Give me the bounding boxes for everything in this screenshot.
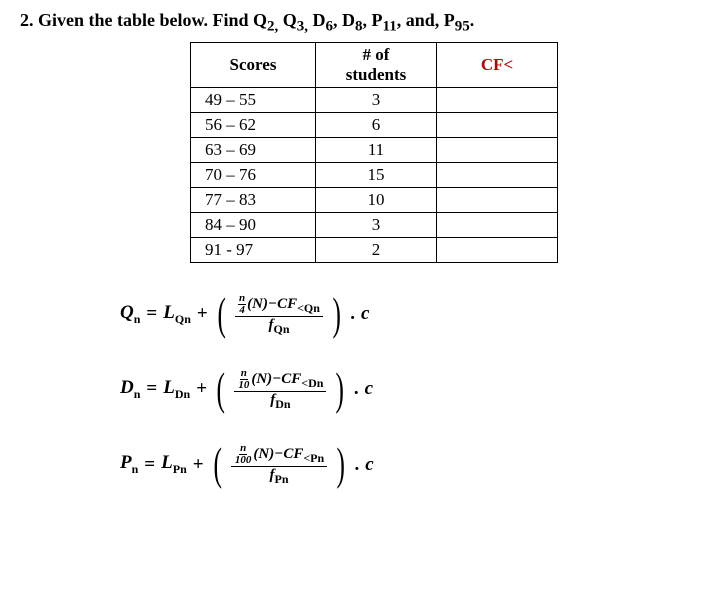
d-inner-frac: n10 <box>237 368 250 391</box>
cell-scores: 56 – 62 <box>191 112 316 137</box>
right-paren: ) <box>332 296 340 333</box>
q-L: LQn <box>163 302 191 327</box>
cell-cf <box>437 87 558 112</box>
header-num-l2: students <box>346 65 406 84</box>
right-paren: ) <box>337 446 345 483</box>
table-row: 77 – 8310 <box>191 187 558 212</box>
cell-scores: 70 – 76 <box>191 162 316 187</box>
cell-cf <box>437 237 558 262</box>
dot: . <box>355 454 360 476</box>
table-row: 49 – 553 <box>191 87 558 112</box>
cell-scores: 91 - 97 <box>191 237 316 262</box>
cell-scores: 63 – 69 <box>191 137 316 162</box>
header-num-students: # of students <box>316 42 437 87</box>
p-symbol: Pn <box>120 452 138 477</box>
cell-n: 2 <box>316 237 437 262</box>
d-c: c <box>365 378 373 400</box>
q-inner-frac: n4 <box>238 293 246 316</box>
q-fraction: n4(N)−CF<Qn fQn <box>235 293 323 336</box>
header-num-l1: # of <box>363 45 390 64</box>
p-L: LPn <box>161 452 187 477</box>
table-header-row: Scores # of students CF< <box>191 42 558 87</box>
left-paren: ( <box>216 371 224 408</box>
d-symbol: Dn <box>120 377 140 402</box>
formula-decile: Dn = LDn + ( n10(N)−CF<Dn fDn ) . c <box>120 368 685 411</box>
cell-cf <box>437 187 558 212</box>
p-c: c <box>365 454 373 476</box>
cell-scores: 49 – 55 <box>191 87 316 112</box>
table-row: 91 - 972 <box>191 237 558 262</box>
d-fraction: n10(N)−CF<Dn fDn <box>234 368 326 411</box>
d-L: LDn <box>163 377 190 402</box>
dot: . <box>354 378 359 400</box>
right-paren: ) <box>336 371 344 408</box>
cell-cf <box>437 112 558 137</box>
equals-sign: = <box>144 454 155 476</box>
question-line: 2. Given the table below. Find Q Given t… <box>20 10 685 36</box>
table-row: 70 – 7615 <box>191 162 558 187</box>
cell-cf <box>437 212 558 237</box>
question-text: Given the table below. Find Q2, Q3, D6, … <box>38 10 474 30</box>
header-cf: CF< <box>437 42 558 87</box>
equals-sign: = <box>146 303 157 325</box>
plus-sign: + <box>196 378 207 400</box>
q-symbol: Qn <box>120 302 140 327</box>
cell-cf <box>437 137 558 162</box>
formula-percentile: Pn = LPn + ( n100(N)−CF<Pn fPn ) . c <box>120 443 685 486</box>
frequency-table: Scores # of students CF< 49 – 553 56 – 6… <box>190 42 558 263</box>
q-c: c <box>361 303 369 325</box>
cell-n: 3 <box>316 87 437 112</box>
equals-sign: = <box>146 378 157 400</box>
table-row: 63 – 6911 <box>191 137 558 162</box>
table-row: 84 – 903 <box>191 212 558 237</box>
question-number: 2. <box>20 10 34 30</box>
left-paren: ( <box>217 296 225 333</box>
cell-cf <box>437 162 558 187</box>
p-fraction: n100(N)−CF<Pn fPn <box>231 443 327 486</box>
plus-sign: + <box>193 454 204 476</box>
left-paren: ( <box>213 446 221 483</box>
p-inner-frac: n100 <box>234 443 253 466</box>
dot: . <box>350 303 355 325</box>
plus-sign: + <box>197 303 208 325</box>
cell-n: 6 <box>316 112 437 137</box>
cell-n: 11 <box>316 137 437 162</box>
cell-scores: 84 – 90 <box>191 212 316 237</box>
cell-scores: 77 – 83 <box>191 187 316 212</box>
cell-n: 15 <box>316 162 437 187</box>
table-row: 56 – 626 <box>191 112 558 137</box>
header-scores: Scores <box>191 42 316 87</box>
cell-n: 10 <box>316 187 437 212</box>
cell-n: 3 <box>316 212 437 237</box>
formula-quartile: Qn = LQn + ( n4(N)−CF<Qn fQn ) . c <box>120 293 685 336</box>
